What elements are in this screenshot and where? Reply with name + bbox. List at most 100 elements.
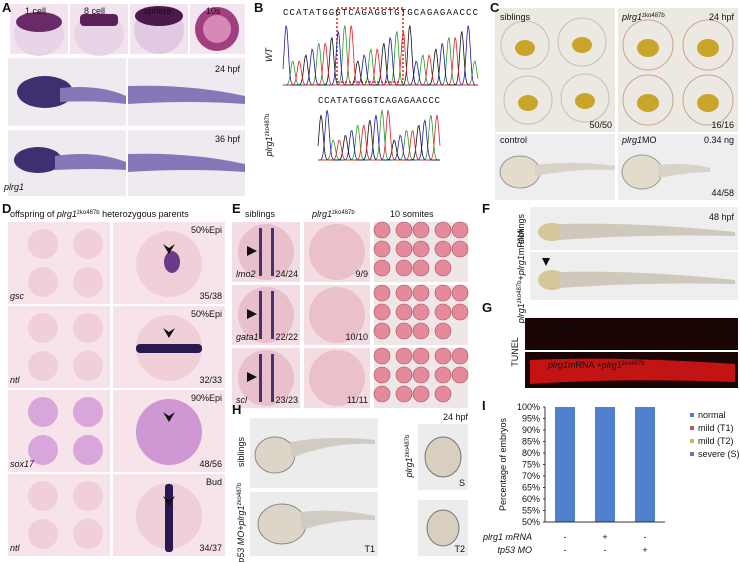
- label-part: gata1: [236, 332, 259, 342]
- embryo: [373, 366, 391, 384]
- label-part: offspring of: [10, 209, 57, 219]
- stain: [259, 291, 262, 339]
- embryo: [373, 347, 391, 365]
- chromatogram-trace: [282, 25, 478, 86]
- panel-letter: F: [482, 201, 490, 216]
- embryo: [28, 481, 58, 511]
- count: 35/38: [199, 291, 222, 301]
- embryo: [434, 303, 452, 321]
- embryo: [73, 481, 103, 511]
- label-part: plrg1: [236, 505, 246, 526]
- time-label: 24 hpf: [443, 412, 469, 422]
- embryo: [373, 259, 391, 277]
- embryo: [395, 347, 413, 365]
- embryo: [373, 284, 391, 302]
- count: 50/50: [589, 120, 612, 130]
- label-part: zko487b: [405, 434, 411, 457]
- bar-segment: [635, 407, 655, 522]
- y-tick-label: 50%: [522, 517, 540, 527]
- count: 44/58: [711, 188, 734, 198]
- embryo: [412, 366, 430, 384]
- group-label: siblings: [548, 323, 579, 333]
- embryo: [434, 385, 452, 403]
- count: 48/56: [199, 459, 222, 469]
- legend-marker: [690, 439, 694, 443]
- group-label: plrg1MO: [621, 135, 657, 145]
- sequence: CCATATGGGTCAGAGGTGTGCAGAGAACCC: [283, 8, 479, 18]
- stage-label: 1 cell: [25, 6, 46, 16]
- chromatogram-trace: [283, 25, 478, 86]
- label-part: tp53 MO+: [236, 525, 246, 562]
- embryo: [73, 519, 103, 549]
- stain: [271, 354, 274, 402]
- embryo: [136, 399, 202, 465]
- embryo: [412, 240, 430, 258]
- legend-label: mild (T1): [698, 423, 734, 433]
- embryo: [451, 240, 469, 258]
- stain-label: TUNEL: [510, 337, 520, 367]
- label-part: plrg1: [404, 457, 414, 478]
- embryo: [28, 351, 58, 381]
- embryo: [434, 366, 452, 384]
- probe-label: sox17: [10, 459, 35, 469]
- embryo: [451, 303, 469, 321]
- chromatogram-trace: [318, 110, 441, 161]
- label-part: gsc: [10, 291, 25, 301]
- embryo: [73, 435, 103, 465]
- embryo: [434, 322, 452, 340]
- stage-label: 8 cell: [84, 6, 105, 16]
- count: 24/24: [275, 269, 298, 279]
- y-tick-label: 60%: [522, 494, 540, 504]
- embryo: [238, 287, 294, 343]
- panel-letter: E: [232, 201, 241, 216]
- time-label: 48 hpf: [709, 212, 735, 222]
- y-tick-label: 85%: [522, 437, 540, 447]
- embryo: [373, 322, 391, 340]
- group-label: plrg1zko487b+plrg1mRNA: [516, 229, 526, 324]
- stage-label: 10 somites: [390, 209, 434, 219]
- stain: [271, 291, 274, 339]
- group-label: plrg1zko487b: [621, 12, 665, 22]
- panel-c-images: [495, 8, 738, 200]
- embryo: [395, 240, 413, 258]
- count: 23/23: [275, 395, 298, 405]
- condition-sign: -: [644, 532, 647, 542]
- embryo: [309, 224, 365, 280]
- stage-label: 50%Epi: [191, 309, 222, 319]
- stain: [259, 228, 262, 276]
- label-part: zko487b: [265, 113, 271, 136]
- panel-letter: B: [254, 0, 263, 15]
- label-part: plrg1: [601, 360, 622, 370]
- genotype-label: plrg1zko487b: [264, 113, 274, 157]
- embryo: [28, 313, 58, 343]
- stage-label: sphere: [144, 6, 172, 16]
- embryo: [73, 229, 103, 259]
- panel-d-images: [8, 222, 225, 556]
- count: 16/16: [711, 120, 734, 130]
- probe-label: gata1: [236, 332, 259, 342]
- group-label: plrg1mRNA +plrg1zko487b: [547, 360, 645, 370]
- probe-label: scl: [236, 395, 248, 405]
- label-part: plrg1: [264, 136, 274, 157]
- time-label: 24 hpf: [215, 64, 241, 74]
- stage-label: 10s: [206, 6, 221, 16]
- bar-segment: [595, 407, 615, 522]
- y-tick-label: 65%: [522, 483, 540, 493]
- group-label: siblings: [500, 12, 531, 22]
- label-part: mRNA: [516, 229, 526, 256]
- label-part: zko487b: [622, 361, 645, 367]
- phenotype-label: T2: [454, 544, 465, 554]
- y-axis-label: Percentage of embryos: [498, 417, 508, 511]
- label-part: plrg1: [621, 135, 642, 145]
- stage-label: 90%Epi: [191, 393, 222, 403]
- label-part: zko487b: [517, 280, 523, 303]
- embryo: [395, 303, 413, 321]
- embryo: [412, 259, 430, 277]
- stain: [164, 251, 180, 273]
- condition-sign: -: [604, 545, 607, 555]
- embryo: [451, 221, 469, 239]
- embryo: [451, 284, 469, 302]
- embryo: [434, 221, 452, 239]
